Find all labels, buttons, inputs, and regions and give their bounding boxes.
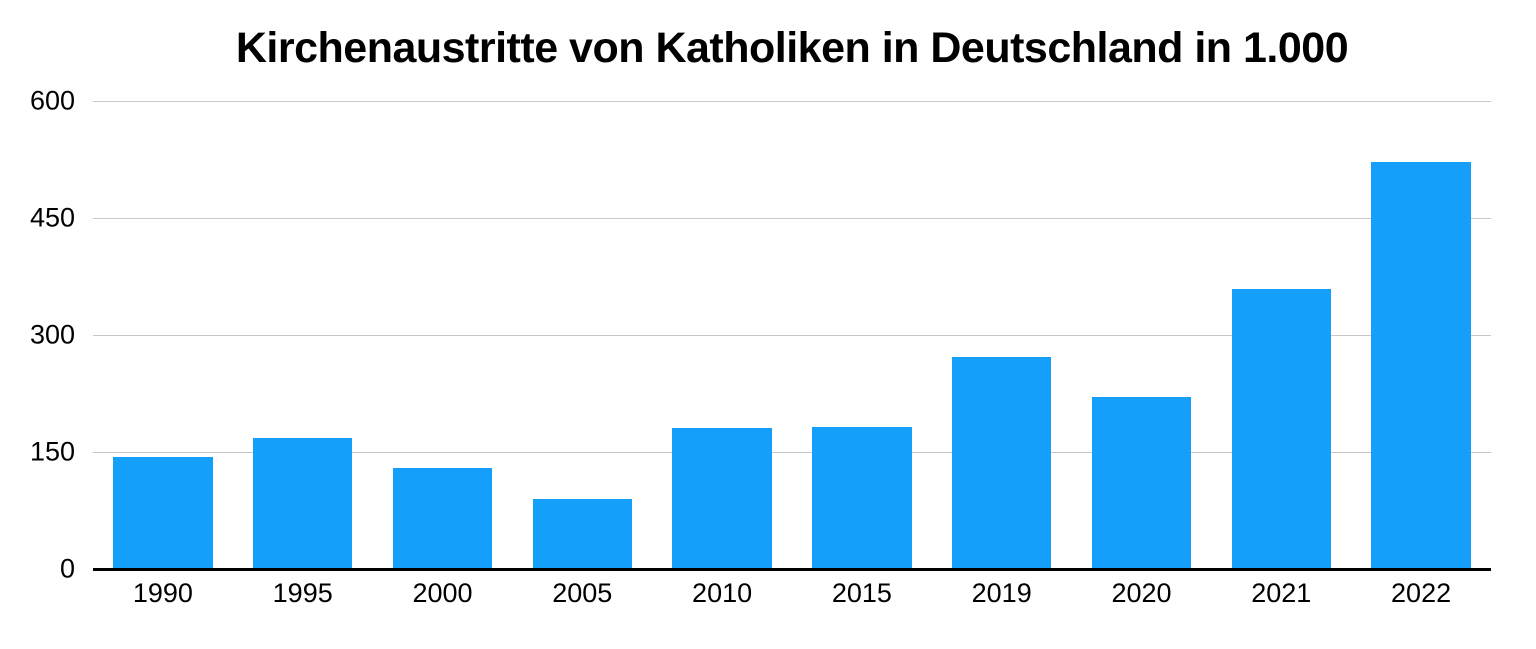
bar-1995 [253, 438, 353, 570]
plot-area: 600 450 300 150 0 [30, 87, 1491, 582]
x-tick-label-2015: 2015 [831, 578, 892, 609]
x-tick-label-2022: 2022 [1391, 578, 1452, 609]
bar-cell-1990 [93, 101, 233, 570]
x-tick-label-1990: 1990 [132, 578, 193, 609]
chart-title: Kirchenaustritte von Katholiken in Deuts… [235, 24, 1349, 72]
bar-cell-2020 [1072, 101, 1212, 570]
x-tick-label-2019: 2019 [971, 578, 1032, 609]
bar-cell-2010 [652, 101, 792, 570]
y-tick-label-0: 0 [59, 553, 75, 584]
gridline-600 [93, 101, 1491, 103]
x-axis: 1990 1995 2000 2005 2010 2015 2019 2020 2021 2022 [93, 578, 1491, 609]
bar-2019 [952, 356, 1052, 570]
bar-cell-2021 [1211, 101, 1351, 570]
x-tick-label-2010: 2010 [692, 578, 753, 609]
bar-1990 [113, 457, 213, 570]
y-tick-label-150: 150 [29, 436, 75, 467]
y-tick-label-300: 300 [29, 319, 75, 350]
bar-2020 [1091, 397, 1192, 570]
y-tick-label-600: 600 [29, 85, 75, 116]
bar-cell-2015 [792, 101, 932, 570]
x-axis-line [93, 568, 1491, 572]
gridline-300 [93, 335, 1491, 337]
gridline-150 [93, 452, 1491, 454]
bar-cell-2000 [373, 101, 513, 570]
x-tick-label-2021: 2021 [1251, 578, 1312, 609]
bar-2005 [532, 499, 632, 570]
bars-row [93, 101, 1491, 570]
x-tick-label-2020: 2020 [1111, 578, 1172, 609]
bar-cell-1995 [233, 101, 373, 570]
bar-cell-2019 [932, 101, 1072, 570]
bar-2021 [1231, 289, 1331, 570]
x-tick-label-2005: 2005 [552, 578, 613, 609]
bar-2000 [392, 468, 493, 570]
x-tick-label-1995: 1995 [272, 578, 333, 609]
bar-2015 [812, 427, 912, 570]
bar-2022 [1371, 161, 1471, 570]
y-tick-label-450: 450 [29, 202, 75, 233]
x-tick-label-2000: 2000 [412, 578, 473, 609]
gridline-450 [93, 218, 1491, 220]
bar-2010 [672, 428, 772, 570]
bar-cell-2022 [1351, 101, 1491, 570]
bar-cell-2005 [512, 101, 652, 570]
